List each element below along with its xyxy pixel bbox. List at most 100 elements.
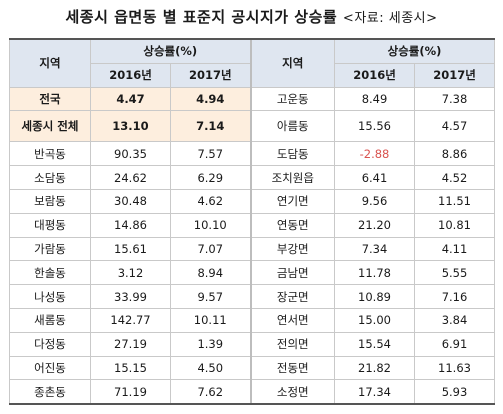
- right-2016-cell: 10.89: [334, 284, 415, 309]
- right-region-cell: 소정면: [249, 379, 335, 406]
- right-2016-cell: 15.56: [334, 110, 415, 143]
- right-2017-cell: 4.57: [414, 110, 495, 143]
- left-2017-header: 2017년: [170, 62, 251, 88]
- right-2017-header: 2017년: [414, 62, 495, 88]
- left-2017-cell: 7.62: [170, 379, 251, 406]
- right-2017-cell: 10.81: [414, 212, 495, 238]
- right-2017-cell: 4.52: [414, 165, 495, 190]
- left-2016-cell: 142.77: [90, 307, 171, 333]
- left-2016-cell: 4.47: [90, 86, 171, 112]
- left-2017-cell: 10.11: [170, 307, 251, 333]
- left-2016-cell: 14.86: [90, 212, 171, 238]
- left-2016-cell: 13.10: [90, 110, 171, 143]
- left-region-cell: 세종시 전체: [9, 110, 91, 143]
- table-row: 대평동 14.86 10.10 연동면 21.20 10.81: [9, 212, 495, 238]
- left-2017-cell: 7.07: [170, 236, 251, 262]
- right-2016-cell: 9.56: [334, 188, 415, 214]
- left-2016-cell: 90.35: [90, 141, 171, 167]
- title-text: 세종시 읍면동 별 표준지 공시지가 상승률: [65, 8, 338, 26]
- right-2016-cell: 21.20: [334, 212, 415, 238]
- right-2017-cell: 3.84: [414, 307, 495, 333]
- right-region-cell: 아름동: [249, 110, 335, 143]
- left-region-cell: 보람동: [9, 188, 91, 214]
- right-2016-cell: 17.34: [334, 379, 415, 406]
- right-2016-cell: 21.82: [334, 355, 415, 381]
- left-2017-cell: 9.57: [170, 284, 251, 309]
- left-2017-cell: 7.14: [170, 110, 251, 143]
- left-region-cell: 다정동: [9, 331, 91, 357]
- left-2016-cell: 3.12: [90, 260, 171, 286]
- left-2016-cell: 24.62: [90, 165, 171, 190]
- right-2016-cell: 15.00: [334, 307, 415, 333]
- right-2017-cell: 11.63: [414, 355, 495, 381]
- right-region-cell: 전동면: [249, 355, 335, 381]
- header-row-1: 지역 상승률(%) 지역 상승률(%): [9, 37, 495, 88]
- left-region-cell: 반곡동: [9, 141, 91, 167]
- right-rate-header: 상승률(%): [334, 37, 495, 64]
- right-region-cell: 연서면: [249, 307, 335, 333]
- left-2016-header: 2016년: [90, 62, 171, 88]
- page-title: 세종시 읍면동 별 표준지 공시지가 상승률 <자료: 세종시>: [0, 6, 503, 27]
- left-2017-cell: 4.50: [170, 355, 251, 381]
- left-region-cell: 나성동: [9, 284, 91, 309]
- right-2016-cell: 15.54: [334, 331, 415, 357]
- right-2017-cell: 5.93: [414, 379, 495, 406]
- right-2017-cell: 4.11: [414, 236, 495, 262]
- left-2017-cell: 8.94: [170, 260, 251, 286]
- right-2017-cell: 6.91: [414, 331, 495, 357]
- left-region-header: 지역: [9, 37, 91, 88]
- right-2016-cell: -2.88: [334, 141, 415, 167]
- right-region-cell: 연기면: [249, 188, 335, 214]
- left-region-cell: 대평동: [9, 212, 91, 238]
- table-row: 반곡동 90.35 7.57 도담동 -2.88 8.86: [9, 141, 495, 167]
- right-2016-header: 2016년: [334, 62, 415, 88]
- left-2017-cell: 1.39: [170, 331, 251, 357]
- rate-table: 지역 상승률(%) 지역 상승률(%) 2016년 2017년 2016년 20…: [9, 37, 495, 406]
- left-region-cell: 새롬동: [9, 307, 91, 333]
- left-region-cell: 전국: [9, 86, 91, 112]
- left-2016-cell: 15.15: [90, 355, 171, 381]
- right-2016-cell: 11.78: [334, 260, 415, 286]
- table-row: 나성동 33.99 9.57 장군면 10.89 7.16: [9, 284, 495, 309]
- table-row: 가람동 15.61 7.07 부강면 7.34 4.11: [9, 236, 495, 262]
- right-region-cell: 조치원읍: [249, 165, 335, 190]
- left-region-cell: 가람동: [9, 236, 91, 262]
- right-region-header: 지역: [249, 37, 335, 88]
- table-row: 새롬동 142.77 10.11 연서면 15.00 3.84: [9, 307, 495, 333]
- table-row: 종촌동 71.19 7.62 소정면 17.34 5.93: [9, 379, 495, 406]
- left-2016-cell: 27.19: [90, 331, 171, 357]
- table-body: 전국 4.47 4.94 고운동 8.49 7.38 세종시 전체 13.10 7.14 아름동 1…: [9, 86, 495, 406]
- right-2017-cell: 11.51: [414, 188, 495, 214]
- left-region-cell: 한솔동: [9, 260, 91, 286]
- right-region-cell: 연동면: [249, 212, 335, 238]
- table-row: 한솔동 3.12 8.94 금남면 11.78 5.55: [9, 260, 495, 286]
- source-note: <자료: 세종시>: [342, 11, 438, 26]
- left-region-cell: 종촌동: [9, 379, 91, 406]
- table-row: 다정동 27.19 1.39 전의면 15.54 6.91: [9, 331, 495, 357]
- right-2017-cell: 7.38: [414, 86, 495, 112]
- right-2016-cell: 6.41: [334, 165, 415, 190]
- table-row: 어진동 15.15 4.50 전동면 21.82 11.63: [9, 355, 495, 381]
- table-row: 전국 4.47 4.94 고운동 8.49 7.38: [9, 86, 495, 112]
- table-row: 보람동 30.48 4.62 연기면 9.56 11.51: [9, 188, 495, 214]
- left-rate-header: 상승률(%): [90, 37, 251, 64]
- table-row: 세종시 전체 13.10 7.14 아름동 15.56 4.57: [9, 110, 495, 143]
- left-region-cell: 어진동: [9, 355, 91, 381]
- header-row-2: 2016년 2017년 2016년 2017년: [10, 62, 495, 88]
- left-2017-cell: 4.62: [170, 188, 251, 214]
- left-2016-cell: 33.99: [90, 284, 171, 309]
- left-2017-cell: 6.29: [170, 165, 251, 190]
- right-2017-cell: 5.55: [414, 260, 495, 286]
- left-2016-cell: 71.19: [90, 379, 171, 406]
- left-2017-cell: 10.10: [170, 212, 251, 238]
- right-region-cell: 장군면: [249, 284, 335, 309]
- right-region-cell: 전의면: [249, 331, 335, 357]
- left-2017-cell: 4.94: [170, 86, 251, 112]
- right-region-cell: 고운동: [249, 86, 335, 112]
- left-2017-cell: 7.57: [170, 141, 251, 167]
- left-2016-cell: 15.61: [90, 236, 171, 262]
- table-row: 소담동 24.62 6.29 조치원읍 6.41 4.52: [9, 165, 495, 190]
- right-2016-cell: 8.49: [334, 86, 415, 112]
- right-2017-cell: 7.16: [414, 284, 495, 309]
- right-2017-cell: 8.86: [414, 141, 495, 167]
